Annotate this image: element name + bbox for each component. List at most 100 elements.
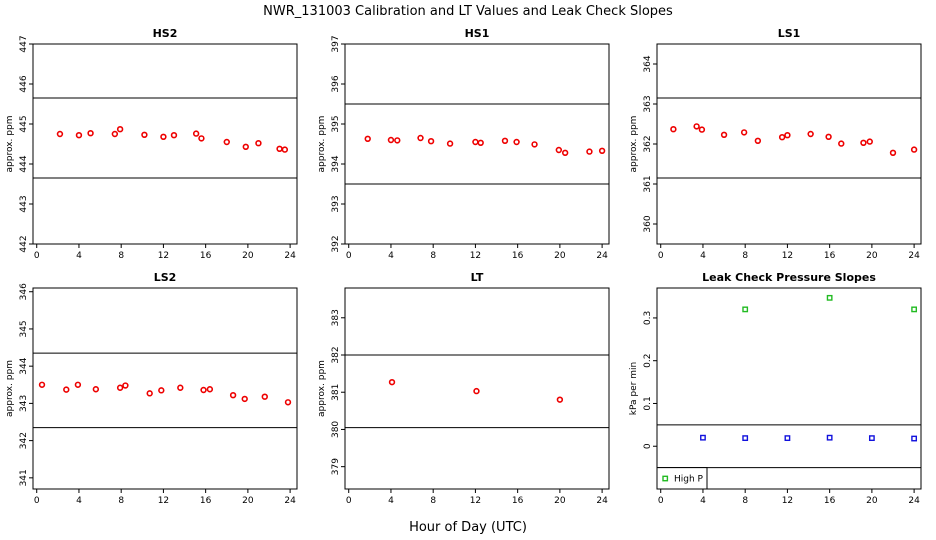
- main-title: NWR_131003 Calibration and LT Values and…: [263, 4, 673, 19]
- x-tick-label: 16: [512, 496, 524, 506]
- plot-frame: [656, 43, 922, 245]
- y-tick-label: 395: [331, 115, 341, 132]
- y-tick-label: 396: [331, 75, 341, 92]
- x-tick-label: 0: [346, 496, 352, 506]
- data-point: [223, 138, 230, 146]
- data-point: [206, 386, 214, 393]
- data-point: [74, 381, 82, 388]
- data-point: [477, 139, 484, 147]
- data-point: [866, 138, 873, 145]
- legend-marker: [662, 475, 669, 482]
- y-tick-label: 397: [331, 35, 341, 52]
- data-point: [742, 306, 749, 313]
- x-tick-label: 0: [34, 496, 40, 506]
- panel-title: HS2: [153, 27, 178, 40]
- y-tick-label: 346: [19, 283, 29, 300]
- data-point: [889, 149, 897, 157]
- y-tick-label: 342: [19, 432, 29, 449]
- data-point: [838, 140, 845, 147]
- y-tick-label: 364: [643, 55, 653, 72]
- x-tick-label: 4: [76, 496, 82, 506]
- x-tick-label: 24: [284, 496, 296, 506]
- data-point: [784, 132, 791, 139]
- y-axis-label: approx. ppm: [629, 116, 639, 173]
- panel-hs1: HS1 0 4 8 12 16 20 24 392 393 394 395 396 397 approx. …: [317, 27, 610, 261]
- y-tick-label: 361: [643, 175, 653, 192]
- y-tick-label: 379: [331, 458, 341, 475]
- plot-frame: [32, 43, 298, 245]
- legend-label: High P: [674, 474, 704, 484]
- y-tick-label: 345: [19, 320, 29, 337]
- data-point: [170, 132, 178, 139]
- y-tick-label: 344: [19, 357, 29, 374]
- x-tick-label: 24: [596, 496, 608, 506]
- x-tick-label: 24: [908, 251, 920, 261]
- panel-ls1: LS1 0 4 8 12 16 20 24 360 361 362 363 364 approx. ppm: [629, 27, 922, 261]
- x-tick-label: 4: [388, 251, 394, 261]
- x-tick-label: 8: [430, 496, 436, 506]
- plot-frame: [32, 287, 298, 490]
- x-tick-label: 16: [824, 496, 836, 506]
- y-tick-label: 0.3: [643, 311, 653, 325]
- data-point: [825, 133, 832, 141]
- x-tick-label: 4: [388, 496, 394, 506]
- x-tick-label: 0: [658, 496, 664, 506]
- y-tick-label: 380: [331, 421, 341, 438]
- panel-hs2: HS2 0 4 8 12 16 20 24 442 443 444 445 446 447 approx. …: [5, 27, 298, 261]
- data-point: [698, 126, 706, 133]
- data-point: [807, 130, 814, 138]
- y-tick-label: 393: [331, 195, 341, 212]
- y-tick-label: 443: [19, 195, 29, 212]
- y-tick-label: 383: [331, 309, 341, 326]
- x-tick-label: 12: [470, 496, 481, 506]
- data-point: [446, 140, 454, 147]
- data-point: [387, 136, 395, 144]
- y-axis-label: approx. ppm: [317, 360, 327, 417]
- data-point: [122, 382, 129, 389]
- y-tick-label: 382: [331, 346, 341, 363]
- y-tick-label: 442: [19, 235, 29, 252]
- data-point: [911, 435, 918, 442]
- x-tick-label: 12: [470, 251, 481, 261]
- data-point: [284, 399, 292, 406]
- data-point: [860, 139, 867, 147]
- data-point: [261, 393, 268, 400]
- legend-box: [656, 467, 708, 490]
- data-point: [561, 149, 569, 157]
- data-point: [87, 130, 94, 137]
- data-point: [111, 130, 119, 138]
- x-tick-label: 20: [866, 496, 878, 506]
- x-tick-label: 12: [158, 496, 169, 506]
- panel-title: LS2: [154, 271, 177, 284]
- panel-title: Leak Check Pressure Slopes: [702, 271, 876, 284]
- data-point: [229, 392, 237, 399]
- data-point: [158, 387, 165, 394]
- data-point: [116, 384, 124, 391]
- x-tick-label: 8: [118, 496, 124, 506]
- x-tick-label: 4: [700, 251, 706, 261]
- x-tick-label: 8: [742, 251, 748, 261]
- data-point: [63, 386, 70, 393]
- data-point: [740, 129, 748, 136]
- data-point: [141, 131, 148, 139]
- x-tick-label: 0: [346, 251, 352, 261]
- x-tick-label: 24: [284, 251, 296, 261]
- x-tick-label: 20: [866, 251, 878, 261]
- x-tick-label: 4: [76, 251, 82, 261]
- x-tick-label: 8: [742, 496, 748, 506]
- data-point: [778, 134, 786, 141]
- y-tick-label: 447: [19, 35, 29, 52]
- data-point: [177, 384, 184, 391]
- y-axis-label: kPa per min: [629, 362, 639, 415]
- y-tick-label: 445: [19, 115, 29, 132]
- data-point: [598, 147, 606, 155]
- data-point: [556, 396, 564, 403]
- x-tick-label: 12: [782, 251, 793, 261]
- data-point: [116, 125, 124, 133]
- y-tick-label: 381: [331, 384, 341, 401]
- y-tick-label: 360: [643, 215, 653, 232]
- x-tick-label: 16: [200, 251, 212, 261]
- data-point: [754, 137, 762, 145]
- data-point: [92, 386, 100, 393]
- data-point: [242, 143, 249, 151]
